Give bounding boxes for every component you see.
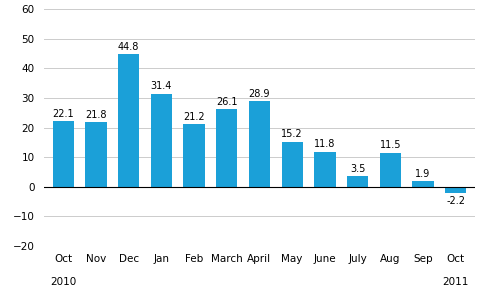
Bar — [314, 152, 335, 187]
Bar — [346, 176, 367, 187]
Text: 22.1: 22.1 — [52, 109, 74, 119]
Bar — [118, 54, 139, 187]
Text: 21.8: 21.8 — [85, 110, 106, 120]
Text: 2011: 2011 — [441, 277, 468, 286]
Text: 1.9: 1.9 — [414, 169, 430, 179]
Text: 15.2: 15.2 — [281, 129, 302, 139]
Bar — [411, 181, 433, 187]
Text: -2.2: -2.2 — [445, 196, 464, 206]
Bar — [53, 121, 74, 187]
Bar — [85, 122, 106, 187]
Bar — [151, 94, 172, 187]
Bar — [216, 110, 237, 187]
Text: 21.2: 21.2 — [183, 112, 204, 122]
Text: 44.8: 44.8 — [118, 42, 139, 52]
Text: 2010: 2010 — [50, 277, 76, 286]
Bar — [248, 101, 270, 187]
Text: 11.5: 11.5 — [379, 140, 400, 150]
Bar — [281, 142, 302, 187]
Text: 31.4: 31.4 — [151, 81, 172, 92]
Bar — [183, 124, 204, 187]
Text: 28.9: 28.9 — [248, 89, 270, 99]
Bar — [379, 153, 400, 187]
Text: 11.8: 11.8 — [314, 140, 335, 149]
Text: 3.5: 3.5 — [349, 164, 364, 174]
Text: 26.1: 26.1 — [215, 97, 237, 107]
Bar — [444, 187, 465, 193]
